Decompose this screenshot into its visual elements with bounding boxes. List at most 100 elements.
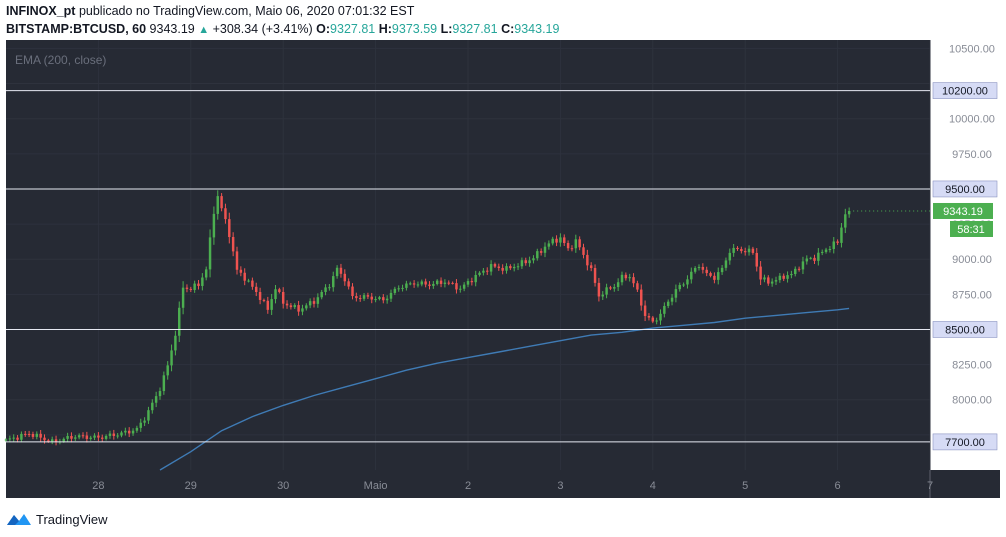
- candle-body: [524, 260, 527, 264]
- candle-body: [563, 237, 566, 244]
- countdown-tag: [950, 220, 993, 237]
- candle-body: [174, 335, 177, 351]
- candle-body: [347, 281, 350, 287]
- candle-body: [767, 277, 770, 284]
- candle-body: [751, 248, 755, 253]
- candle-body: [786, 275, 789, 279]
- candle-body: [486, 270, 489, 272]
- time-axis-background[interactable]: [6, 470, 1000, 498]
- candle-body: [709, 273, 712, 276]
- price-chart[interactable]: 10200.00 9500.00 8500.00 7700.00 10500.00 10…: [0, 40, 1006, 498]
- candle-body: [66, 436, 69, 439]
- candle-body: [362, 295, 366, 299]
- candle-body: [166, 365, 169, 376]
- open-value: 9327.81: [330, 22, 376, 36]
- candle-body: [459, 288, 462, 290]
- low-value: 9327.81: [452, 22, 498, 36]
- candle-body: [636, 283, 639, 290]
- candle-body: [189, 288, 193, 290]
- candle-body: [270, 299, 273, 310]
- candle-body: [794, 268, 797, 275]
- horizontal-levels[interactable]: 10200.00 9500.00 8500.00 7700.00: [6, 82, 998, 451]
- candle-body: [693, 268, 697, 272]
- chart-attribution: INFINOX_pt publicado no TradingView.com,…: [6, 4, 414, 18]
- price-axis-background[interactable]: [930, 40, 1000, 470]
- candle-body: [820, 251, 824, 253]
- candle-body: [385, 298, 389, 301]
- candle-body: [501, 267, 504, 271]
- footer: TradingView: [6, 509, 108, 529]
- high-value: 9373.59: [391, 22, 438, 36]
- y-tick-label: 9750.00: [952, 149, 992, 161]
- tradingview-logo-icon[interactable]: [6, 511, 32, 527]
- candle-body: [520, 260, 524, 267]
- candlestick-series: [4, 190, 851, 446]
- candle-body: [70, 436, 73, 439]
- candle-body: [428, 284, 431, 286]
- candle-body: [4, 439, 8, 441]
- candle-body: [605, 287, 608, 295]
- author-name: INFINOX_pt: [6, 4, 76, 18]
- candle-body: [335, 267, 339, 277]
- candle-body: [343, 273, 347, 282]
- candle-body: [686, 279, 689, 285]
- candle-body: [124, 430, 127, 433]
- candle-body: [50, 439, 54, 442]
- y-tick-label: 8000.00: [952, 395, 992, 407]
- candle-body: [366, 295, 370, 297]
- candle-body: [185, 287, 189, 289]
- candle-body: [747, 248, 751, 253]
- candle-body: [813, 257, 816, 261]
- candle-body: [97, 435, 100, 438]
- candle-body: [512, 266, 516, 269]
- countdown-label: 58:31: [957, 224, 985, 236]
- candle-body: [255, 286, 258, 293]
- candle-body: [8, 438, 12, 440]
- candle-body: [701, 266, 705, 270]
- candle-body: [451, 282, 454, 284]
- candle-body: [474, 274, 477, 283]
- ohlc-legend: BITSTAMP:BTCUSD, 60 9343.19 ▲ +308.34 (+…: [6, 22, 559, 36]
- candle-body: [655, 320, 658, 322]
- symbol-label[interactable]: BITSTAMP:BTCUSD, 60: [6, 22, 147, 36]
- x-tick-label: 3: [557, 480, 563, 492]
- candle-body: [790, 274, 793, 276]
- candle-body: [135, 427, 139, 431]
- level-price-label: 9500.00: [945, 184, 985, 196]
- candle-body: [828, 248, 832, 250]
- price-axis[interactable]: 10500.0010000.009750.009250.009000.00875…: [853, 43, 995, 407]
- candle-body: [228, 219, 231, 238]
- candle-body: [339, 267, 343, 274]
- candle-body: [532, 258, 535, 261]
- candle-body: [582, 247, 585, 255]
- x-tick-label: 29: [185, 480, 197, 492]
- candle-body: [120, 432, 123, 436]
- candle-body: [370, 296, 373, 300]
- candle-body: [589, 265, 593, 269]
- candle-body: [705, 269, 708, 274]
- candle-body: [281, 291, 285, 304]
- candle-body: [774, 280, 778, 282]
- candle-body: [62, 438, 65, 442]
- candle-body: [439, 280, 443, 284]
- candle-body: [578, 239, 581, 248]
- candle-body: [697, 266, 701, 269]
- candle-body: [647, 315, 651, 318]
- candle-body: [632, 277, 635, 284]
- candle-body: [424, 281, 427, 285]
- indicator-label[interactable]: EMA (200, close): [15, 53, 106, 67]
- candle-body: [12, 437, 15, 439]
- x-tick-label: 5: [742, 480, 748, 492]
- candle-body: [847, 210, 851, 215]
- time-axis[interactable]: 28 29 30 Maio 2 3 4 5 6 7: [92, 480, 933, 492]
- candle-body: [724, 260, 728, 268]
- candle-body: [293, 305, 296, 308]
- footer-brand[interactable]: TradingView: [36, 511, 108, 527]
- candle-body: [220, 196, 223, 209]
- candle-body: [301, 308, 304, 312]
- candle-body: [201, 277, 204, 286]
- candle-body: [651, 317, 655, 322]
- candle-body: [720, 267, 724, 273]
- candle-body: [170, 350, 173, 366]
- candle-body: [89, 437, 92, 439]
